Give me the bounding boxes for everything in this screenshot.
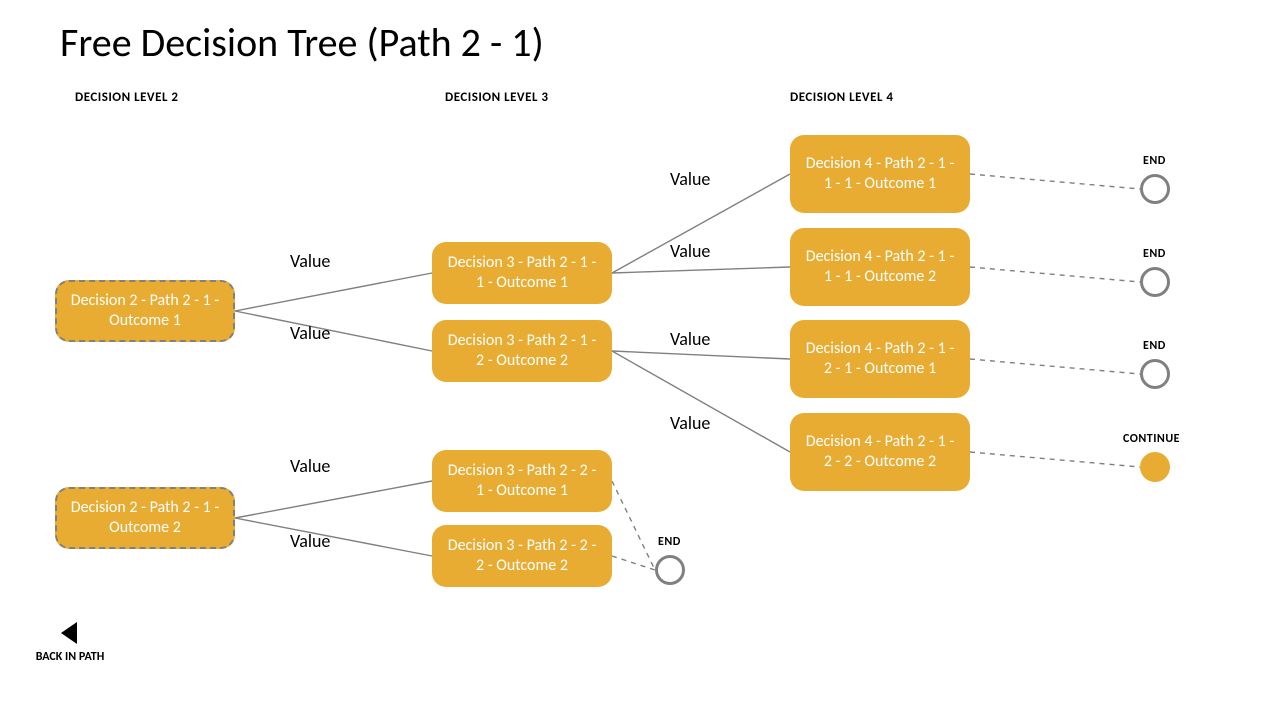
decision-node[interactable]: Decision 4 - Path 2 - 1 - 2 - 2 - Outcom… xyxy=(790,413,970,491)
decision-node[interactable]: Decision 2 - Path 2 - 1 - Outcome 2 xyxy=(55,487,235,549)
decision-node[interactable]: Decision 3 - Path 2 - 1 - 1 - Outcome 1 xyxy=(432,242,612,304)
edge-label: Value xyxy=(290,530,330,552)
end-endpoint xyxy=(655,555,685,585)
edge-label: Value xyxy=(290,455,330,477)
edge-label: Value xyxy=(670,240,710,262)
continue-endpoint[interactable] xyxy=(1140,452,1170,482)
edge-label: Value xyxy=(670,168,710,190)
back-arrow-icon xyxy=(57,620,83,646)
back-in-path-button[interactable]: BACK IN PATH xyxy=(30,620,110,664)
decision-node[interactable]: Decision 2 - Path 2 - 1 - Outcome 1 xyxy=(55,280,235,342)
decision-node[interactable]: Decision 4 - Path 2 - 1 - 1 - 1 - Outcom… xyxy=(790,228,970,306)
decision-node[interactable]: Decision 4 - Path 2 - 1 - 1 - 1 - Outcom… xyxy=(790,135,970,213)
back-in-path-label: BACK IN PATH xyxy=(30,650,110,664)
decision-node[interactable]: Decision 3 - Path 2 - 1 - 2 - Outcome 2 xyxy=(432,320,612,382)
decision-node[interactable]: Decision 3 - Path 2 - 2 - 2 - Outcome 2 xyxy=(432,525,612,587)
decision-node[interactable]: Decision 3 - Path 2 - 2 - 1 - Outcome 1 xyxy=(432,450,612,512)
end-endpoint xyxy=(1140,174,1170,204)
edge-label: Value xyxy=(670,412,710,434)
end-endpoint xyxy=(1140,267,1170,297)
endpoint-label: END xyxy=(1143,247,1166,261)
edge-label: Value xyxy=(290,250,330,272)
edge-label: Value xyxy=(290,322,330,344)
endpoint-label: END xyxy=(658,535,681,549)
edge-label: Value xyxy=(670,328,710,350)
edges-layer xyxy=(0,0,1280,720)
endpoint-label: END xyxy=(1143,339,1166,353)
endpoint-label: CONTINUE xyxy=(1123,432,1180,446)
decision-node[interactable]: Decision 4 - Path 2 - 1 - 2 - 1 - Outcom… xyxy=(790,320,970,398)
end-endpoint xyxy=(1140,359,1170,389)
endpoint-label: END xyxy=(1143,154,1166,168)
